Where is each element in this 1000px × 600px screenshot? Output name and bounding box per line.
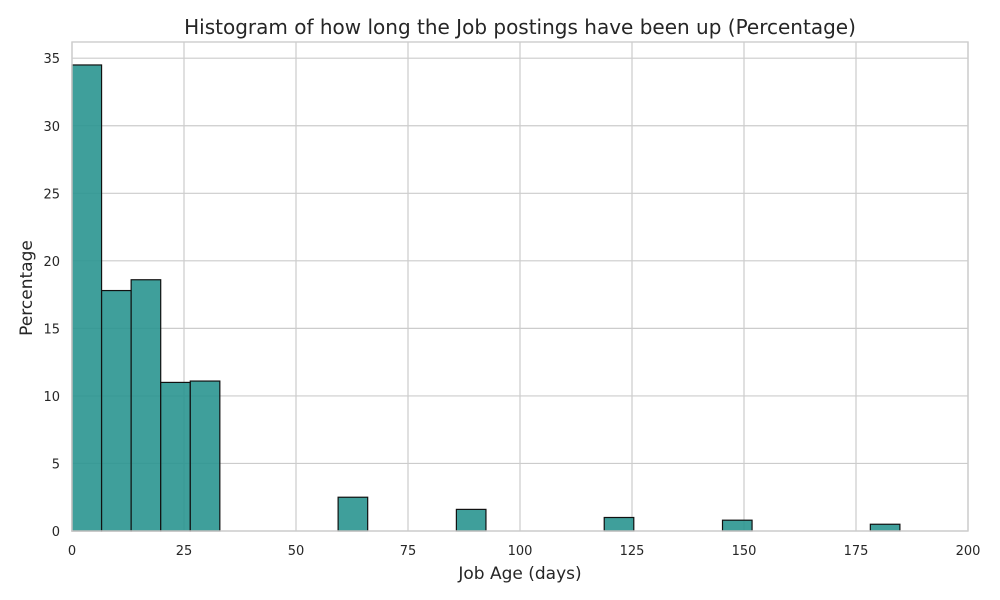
x-tick-label: 50: [288, 544, 305, 559]
y-tick-label: 25: [43, 187, 60, 202]
y-tick-label: 35: [43, 52, 60, 67]
histogram-bar: [721, 519, 753, 532]
x-tick-label: 150: [732, 544, 757, 559]
y-tick-label: 15: [43, 322, 60, 337]
grid-layer: [71, 42, 969, 532]
tick-labels: 0 25 50 75 100 125 150 175 200 0 5 10 15 20 25 30 35: [43, 52, 980, 559]
histogram-bar: [189, 380, 221, 532]
x-tick-label: 75: [400, 544, 417, 559]
x-axis-label: Job Age (days): [457, 564, 581, 584]
y-tick-label: 10: [43, 390, 60, 405]
bars: [71, 64, 901, 532]
x-tick-label: 125: [620, 544, 645, 559]
x-tick-label: 200: [956, 544, 981, 559]
histogram-bar: [603, 516, 635, 532]
histogram-bar: [455, 508, 487, 532]
x-tick-label: 0: [68, 544, 76, 559]
chart-title: Histogram of how long the Job postings h…: [184, 15, 856, 39]
x-tick-label: 100: [508, 544, 533, 559]
y-axis-label: Percentage: [17, 240, 37, 336]
histogram-bar: [100, 289, 132, 532]
y-tick-label: 5: [52, 457, 60, 472]
y-tick-label: 20: [43, 255, 60, 270]
x-tick-label: 25: [176, 544, 193, 559]
y-tick-label: 30: [43, 120, 60, 135]
histogram-bar: [71, 64, 103, 532]
histogram-bar: [130, 279, 162, 532]
histogram-bar: [869, 523, 901, 532]
x-tick-label: 175: [844, 544, 869, 559]
y-tick-label: 0: [52, 525, 60, 540]
plot-frame: [71, 41, 969, 532]
histogram-bar: [337, 496, 369, 532]
histogram-bar: [160, 381, 191, 532]
